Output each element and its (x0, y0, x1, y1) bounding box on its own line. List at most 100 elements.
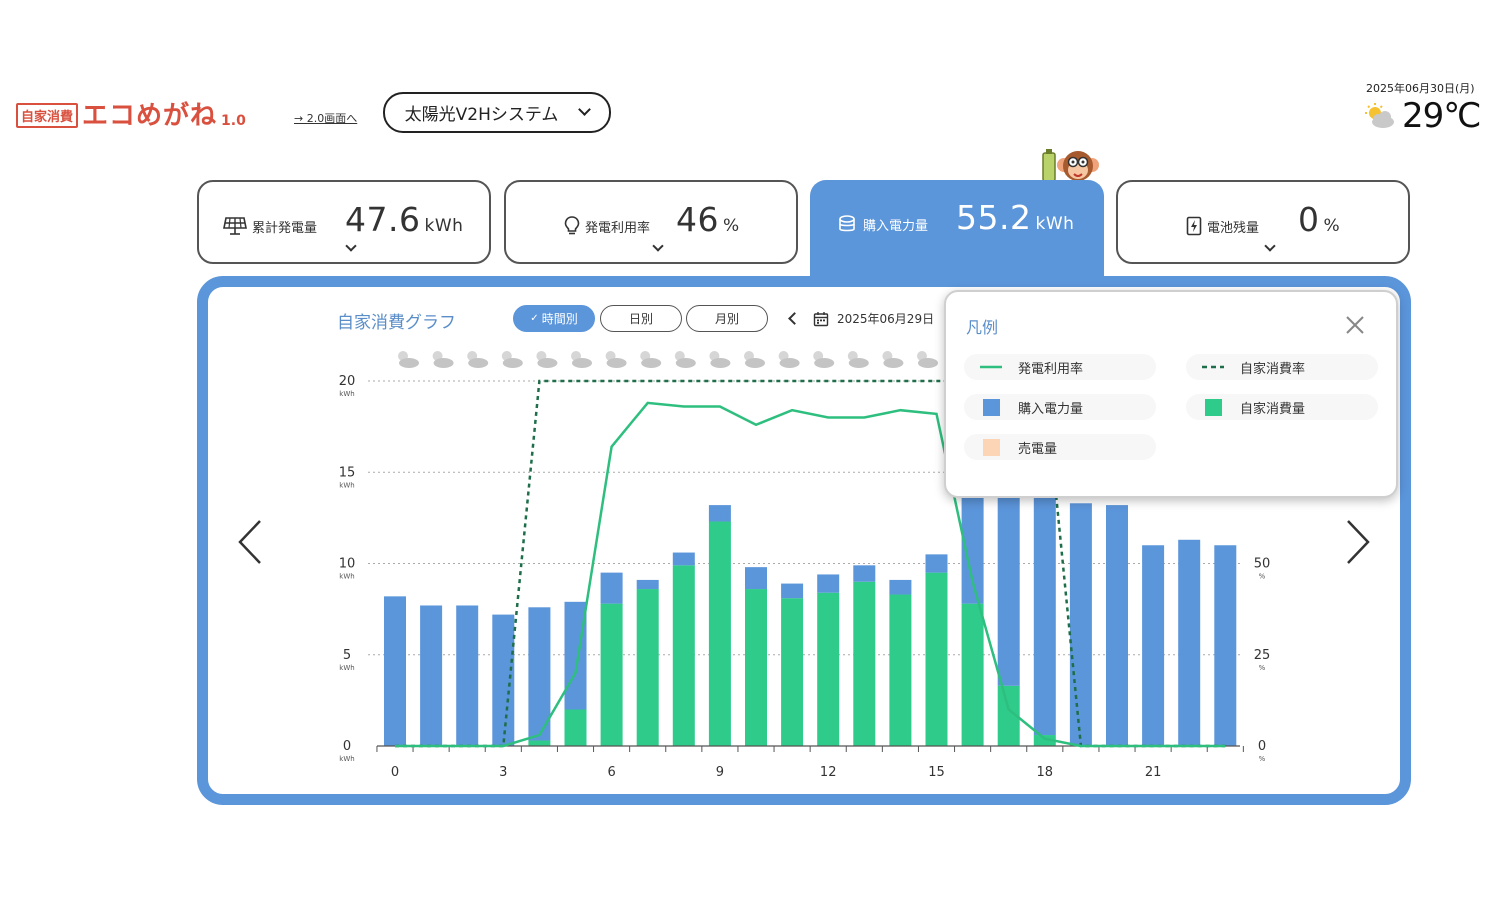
weather-hour-icon (537, 358, 558, 368)
legend-title: 凡例 (966, 318, 999, 337)
battery-bolt-icon (1186, 216, 1202, 236)
weather-hour-icon (814, 358, 835, 368)
solar-panel-icon (223, 217, 247, 235)
y-tick-label: 15 (339, 465, 356, 480)
next-page-arrow-icon[interactable] (1342, 518, 1372, 566)
prev-page-arrow-icon[interactable] (236, 518, 266, 566)
legend-item-self-consumption: 自家消費量 (1186, 394, 1378, 420)
tab-daily[interactable]: 日別 (600, 305, 682, 332)
y-unit-label: kWh (339, 755, 354, 763)
logo-box: 自家消費 (16, 103, 79, 128)
y-tick-label: 5 (343, 648, 351, 663)
card-battery-level[interactable]: 電池残量 0% (1116, 180, 1410, 264)
system-select-value: 太陽光V2Hシステム (404, 105, 559, 125)
logo-title: エコめがね (82, 101, 218, 131)
bar-purchase (420, 605, 443, 746)
legend-label: 自家消費量 (1240, 401, 1306, 417)
card-unit: kWh (424, 216, 464, 236)
gen-rate-line (395, 401, 1226, 748)
y-tick-label: 20 (339, 374, 356, 389)
color-swatch (982, 438, 1000, 456)
tab-label: 時間別 (541, 312, 578, 326)
bar-self-consumption (817, 592, 840, 746)
x-tick-label: 21 (1145, 765, 1162, 780)
solid-line-swatch (980, 365, 1002, 369)
bar-purchase (745, 567, 767, 590)
bar-self-consumption (600, 603, 623, 746)
tab-label: 月別 (714, 312, 739, 326)
bar-purchase (1106, 505, 1128, 746)
selected-date: 2025年06月29日 (837, 312, 935, 326)
weather-hour-icon (675, 358, 696, 368)
bar-self-consumption (997, 685, 1020, 746)
bar-purchase (1033, 492, 1056, 736)
weather-hour-icon (779, 358, 800, 368)
bar-purchase (456, 605, 479, 746)
weather-hour-icon (572, 358, 592, 368)
bar-purchase (853, 565, 876, 582)
bar-self-consumption (708, 521, 731, 746)
system-select[interactable]: 太陽光V2Hシステム (383, 92, 611, 133)
bar-purchase (528, 607, 551, 741)
bar-purchase (600, 572, 623, 604)
bar-self-consumption (781, 598, 804, 746)
y2-unit-label: % (1259, 755, 1266, 763)
bar-self-consumption (925, 572, 948, 746)
card-label: 累計発電量 (252, 220, 318, 236)
switch-to-2-link[interactable]: → 2.0画面へ (294, 112, 358, 125)
card-generation-rate[interactable]: 発電利用率 46% (504, 180, 798, 264)
card-total-generation[interactable]: 累計発電量 47.6 kWh (197, 180, 491, 264)
weather-hour-icon (883, 358, 904, 368)
weather-hour-icon (468, 358, 489, 368)
calendar-icon[interactable] (813, 311, 829, 327)
x-tick-label: 0 (391, 765, 399, 780)
x-tick-label: 18 (1037, 765, 1054, 780)
tab-label: 日別 (628, 312, 653, 326)
card-purchased-power[interactable]: 購入電力量 55.2 kWh (810, 180, 1104, 280)
bar-self-consumption (889, 594, 912, 746)
legend-label: 売電量 (1018, 441, 1058, 457)
bar-self-consumption (1033, 735, 1056, 746)
bar-purchase (492, 614, 515, 746)
check-icon: ✓ (530, 313, 539, 324)
bar-self-consumption (853, 581, 876, 746)
legend-popup: 凡例 発電利用率 自家消費率 購入電力量 自家消費量 売電量 (944, 290, 1398, 498)
coins-icon (839, 215, 855, 232)
x-tick-label: 9 (716, 765, 724, 780)
card-label: 発電利用率 (585, 220, 651, 236)
bar-purchase (781, 583, 804, 599)
bar-purchase (1178, 539, 1201, 746)
weather-hour-icon (745, 358, 765, 368)
legend-label: 購入電力量 (1018, 401, 1084, 417)
bar-self-consumption (564, 709, 587, 746)
close-icon[interactable] (1344, 314, 1366, 336)
bar-purchase (1069, 503, 1092, 746)
weather-hour-icon (918, 358, 938, 368)
bar-purchase (1214, 545, 1237, 746)
card-unit: % (723, 216, 740, 236)
bar-purchase (1142, 545, 1165, 746)
weather-hour-icon (502, 358, 523, 368)
partly-cloudy-icon (1365, 103, 1394, 128)
app-logo: 自家消費 エコめがね 1.0 (16, 95, 246, 132)
bar-purchase (672, 552, 695, 566)
weather-hour-icon (606, 358, 627, 368)
bar-purchase (636, 579, 659, 590)
bar-purchase (384, 596, 406, 746)
legend-item-purchase: 購入電力量 (964, 394, 1156, 420)
weather-widget: 29℃ (1362, 96, 1481, 136)
tab-monthly[interactable]: 月別 (686, 305, 768, 332)
legend-item-sold: 売電量 (964, 434, 1156, 460)
color-swatch (982, 398, 1000, 416)
x-tick-label: 3 (499, 765, 507, 780)
card-value: 0 (1298, 200, 1320, 239)
tab-hourly[interactable]: ✓ 時間別 (513, 305, 595, 332)
legend-label: 発電利用率 (1018, 361, 1084, 377)
card-unit: % (1323, 216, 1341, 236)
card-label: 電池残量 (1207, 220, 1260, 236)
card-value: 55.2 (956, 198, 1032, 237)
bar-purchase (817, 574, 840, 593)
y2-tick-label: 0 (1258, 739, 1266, 754)
bar-purchase (997, 450, 1020, 686)
logo-version: 1.0 (221, 113, 246, 129)
